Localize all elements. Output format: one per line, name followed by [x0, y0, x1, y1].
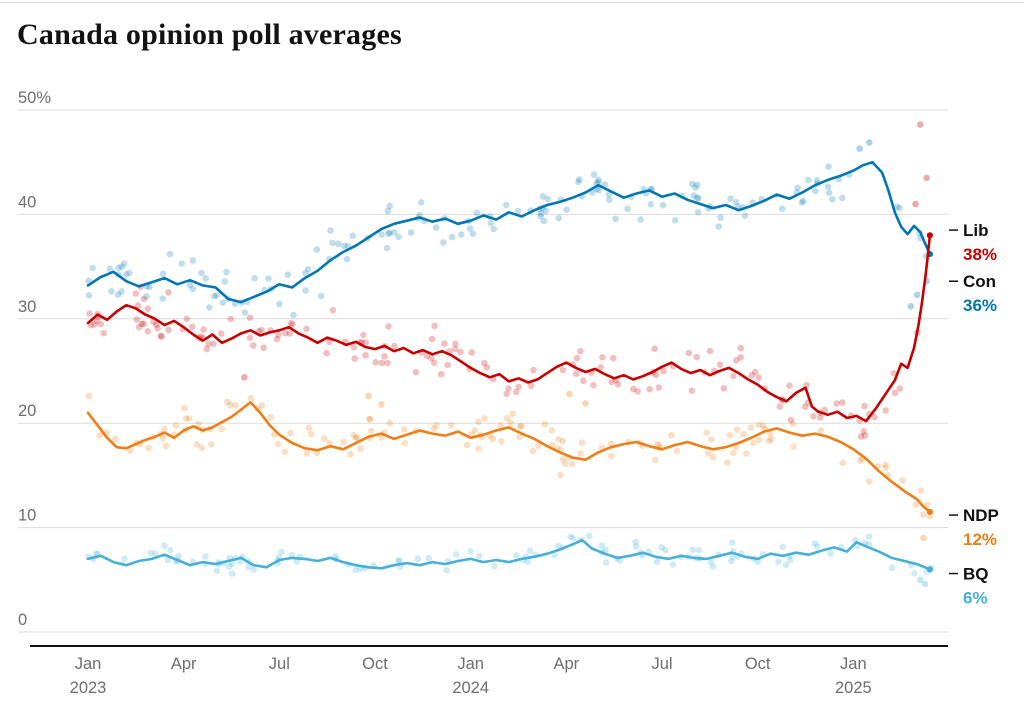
x-axis-label: Jul — [651, 655, 672, 673]
ndp-poll-dot — [365, 392, 372, 400]
bq-label-name: BQ — [963, 565, 989, 584]
lib-poll-dot — [923, 174, 930, 182]
chart-title: Canada opinion poll averages — [17, 18, 402, 51]
lib-label-name: Lib — [963, 221, 989, 240]
con-poll-dot — [856, 145, 863, 152]
ndp-poll-dot — [582, 400, 589, 407]
ndp-label-value: 12% — [963, 530, 997, 549]
y-axis-label: 10 — [18, 507, 36, 525]
bq-poll-dot — [917, 576, 924, 584]
bq-average-line — [86, 538, 932, 571]
lib-poll-dot — [912, 200, 919, 208]
ndp-poll-dot — [920, 534, 927, 542]
lib-label-value: 38% — [963, 245, 997, 264]
lib-line-end-dot — [926, 232, 934, 239]
ndp-line-end-dot — [926, 508, 934, 515]
x-axis-label: Jul — [269, 655, 290, 673]
y-axis-label: 50% — [18, 89, 51, 107]
x-axis-label: Apr — [171, 655, 197, 673]
y-axis-label: 0 — [18, 611, 27, 629]
ndp-poll-dot — [378, 401, 385, 408]
x-axis-label: Oct — [745, 655, 771, 673]
con-average-line — [86, 160, 932, 304]
con-poll-dot — [913, 291, 921, 299]
bq-line-end-dot — [926, 566, 934, 573]
x-axis-year-label: 2023 — [70, 679, 107, 697]
bq-poll-dots — [85, 532, 935, 577]
ndp-poll-dot — [566, 390, 573, 398]
ndp-end-label: NDP 12% — [949, 506, 999, 549]
y-axis-label: 30 — [18, 298, 36, 316]
bq-poll-dot — [921, 580, 929, 588]
x-axis-label: Apr — [554, 655, 580, 673]
x-axis-label: Jan — [75, 655, 102, 673]
y-axis-label: 40 — [18, 193, 36, 211]
con-poll-dot — [907, 303, 915, 310]
lib-poll-dot — [917, 121, 924, 128]
con-label-name: Con — [963, 272, 996, 291]
bq-end-label: BQ 6% — [949, 565, 989, 608]
x-axis-label: Oct — [362, 655, 388, 673]
con-end-label: Con 36% — [949, 272, 997, 315]
y-axis-label: 20 — [18, 402, 36, 420]
con-poll-dots — [85, 163, 930, 319]
con-poll-dot — [866, 139, 873, 146]
lib-poll-dot — [241, 374, 248, 381]
ndp-label-name: NDP — [963, 506, 999, 525]
x-axis-label: Jan — [457, 655, 484, 673]
x-axis-year-label: 2025 — [835, 679, 872, 697]
bq-label-value: 6% — [963, 589, 988, 608]
ndp-poll-dots — [85, 392, 934, 520]
x-axis-year-label: 2024 — [452, 679, 489, 697]
lib-end-label: Lib 38% — [949, 221, 997, 264]
x-axis-label: Jan — [840, 655, 867, 673]
ndp-average-line — [86, 401, 932, 514]
con-label-value: 36% — [963, 296, 997, 315]
top-border — [0, 2, 1024, 3]
lib-average-line — [86, 234, 932, 423]
